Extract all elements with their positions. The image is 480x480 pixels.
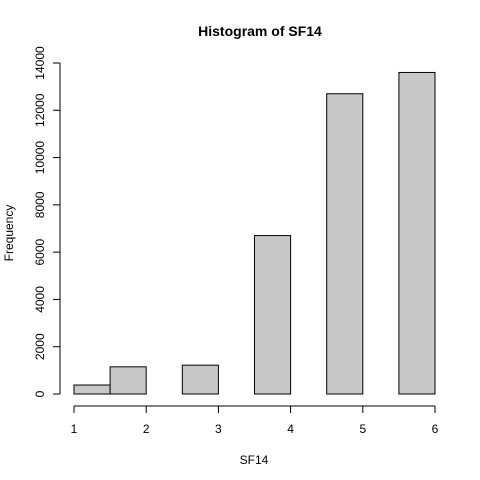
x-tick-label: 5 <box>359 422 366 436</box>
bars-group <box>73 71 436 395</box>
y-tick-label: 2000 <box>33 333 47 360</box>
x-tick-label: 2 <box>143 422 150 436</box>
x-tick-label: 6 <box>432 422 439 436</box>
y-axis: 0 2000 4000 6000 8000 10000 12000 14000 <box>33 46 61 397</box>
x-tick-label: 3 <box>215 422 222 436</box>
histogram-bar <box>398 71 436 395</box>
x-axis-label: SF14 <box>240 453 269 467</box>
x-tick-label: 1 <box>71 422 78 436</box>
x-axis: 1 2 3 4 5 6 <box>71 405 439 436</box>
histogram-bar <box>109 366 147 395</box>
y-tick-label: 0 <box>33 390 47 397</box>
y-tick-label: 14000 <box>33 46 47 80</box>
y-tick-label: 6000 <box>33 238 47 265</box>
y-tick-label: 8000 <box>33 191 47 218</box>
chart-title: Histogram of SF14 <box>198 23 322 39</box>
x-tick-label: 4 <box>287 422 294 436</box>
y-tick-label: 10000 <box>33 141 47 175</box>
histogram-bar <box>73 384 111 395</box>
histogram-bar <box>254 235 292 395</box>
y-tick-label: 12000 <box>33 93 47 127</box>
histogram-bar <box>326 93 364 395</box>
y-axis-label: Frequency <box>2 205 16 262</box>
y-tick-label: 4000 <box>33 286 47 313</box>
histogram-bar <box>181 364 219 395</box>
